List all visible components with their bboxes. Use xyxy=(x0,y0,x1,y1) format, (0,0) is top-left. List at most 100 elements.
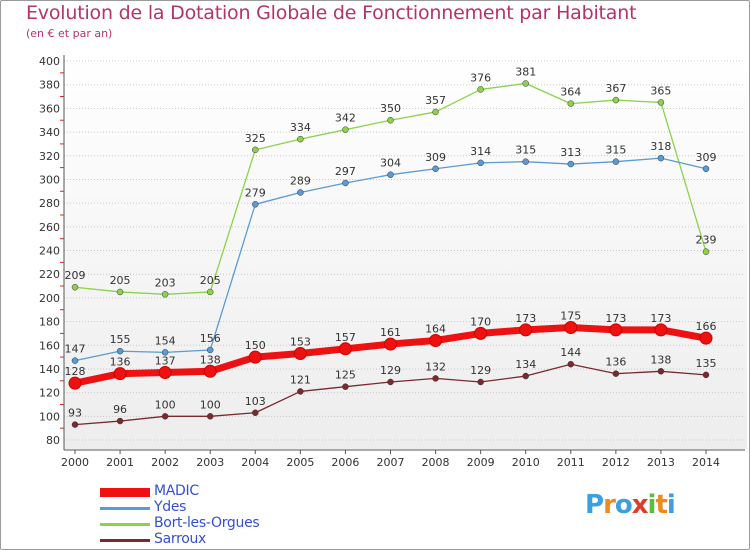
data-label: 289 xyxy=(290,174,311,187)
series-bort-les-orgues xyxy=(71,80,710,298)
y-tick-label: 220 xyxy=(39,268,60,281)
data-label: 304 xyxy=(380,157,401,170)
y-tick-label: 260 xyxy=(39,221,60,234)
chart-title: Evolution de la Dotation Globale de Fonc… xyxy=(26,2,637,24)
data-point xyxy=(387,171,394,178)
y-tick-label: 400 xyxy=(39,55,60,68)
data-label: 325 xyxy=(245,132,266,145)
x-tick-label: 2011 xyxy=(557,456,585,469)
data-point xyxy=(387,116,394,124)
data-label: 156 xyxy=(200,332,221,345)
x-tick-label: 2000 xyxy=(61,456,89,469)
legend-label: MADIC xyxy=(154,483,199,499)
x-tick-label: 2007 xyxy=(377,456,405,469)
data-point xyxy=(477,378,484,386)
data-label: 309 xyxy=(425,151,446,164)
data-point xyxy=(252,201,259,208)
data-point xyxy=(252,146,259,154)
data-point xyxy=(342,383,349,390)
data-label: 376 xyxy=(470,71,491,84)
data-label: 134 xyxy=(515,358,536,371)
data-point xyxy=(248,350,262,364)
x-tick-label: 2004 xyxy=(241,456,269,469)
data-label: 137 xyxy=(155,354,176,367)
legend-label: Bort-les-Orgues xyxy=(154,515,260,531)
data-point xyxy=(206,288,214,296)
logo-letter: o xyxy=(614,490,633,520)
data-point xyxy=(338,342,352,356)
data-label: 161 xyxy=(380,326,401,339)
x-tick-label: 2002 xyxy=(151,456,179,469)
data-point xyxy=(206,413,214,420)
data-label: 128 xyxy=(65,365,86,378)
x-tick-label: 2006 xyxy=(331,456,359,469)
x-tick-label: 2003 xyxy=(196,456,224,469)
data-label: 129 xyxy=(470,364,491,377)
legend-swatch xyxy=(100,523,150,526)
data-label: 138 xyxy=(200,353,221,366)
data-label: 150 xyxy=(245,339,266,352)
data-label: 342 xyxy=(335,112,356,125)
proxiti-logo: Proxiti xyxy=(585,490,676,520)
data-label: 205 xyxy=(110,274,131,287)
data-label: 297 xyxy=(335,165,356,178)
x-tick-label: 2014 xyxy=(692,456,720,469)
data-point xyxy=(519,323,533,337)
data-point xyxy=(297,189,304,196)
data-point xyxy=(567,360,575,368)
data-point xyxy=(203,364,217,378)
data-point xyxy=(113,367,127,381)
data-label: 173 xyxy=(650,312,671,325)
data-label: 136 xyxy=(605,356,626,369)
logo-letter: i xyxy=(647,490,657,520)
data-label: 334 xyxy=(290,121,311,134)
data-label: 144 xyxy=(560,346,581,359)
series-ydes xyxy=(71,154,710,364)
data-point xyxy=(567,160,575,168)
data-point xyxy=(702,165,710,173)
data-label: 175 xyxy=(560,309,581,322)
data-label: 205 xyxy=(200,274,221,287)
data-point xyxy=(612,370,620,377)
data-point xyxy=(116,417,124,425)
x-tick-label: 2005 xyxy=(286,456,314,469)
data-label: 209 xyxy=(65,269,86,282)
data-point xyxy=(654,323,668,337)
data-label: 173 xyxy=(605,312,626,325)
data-point xyxy=(158,365,172,379)
data-label: 365 xyxy=(650,84,671,97)
data-label: 173 xyxy=(515,312,536,325)
chart-subtitle: (en € et par an) xyxy=(26,27,113,40)
data-label: 350 xyxy=(380,102,401,115)
data-label: 279 xyxy=(245,186,266,199)
data-point xyxy=(68,376,82,390)
data-point xyxy=(522,158,529,165)
data-point xyxy=(342,179,349,187)
data-label: 367 xyxy=(605,82,626,95)
logo-letter: P xyxy=(585,490,604,520)
data-point xyxy=(657,154,665,162)
logo-letter: t xyxy=(655,490,667,520)
data-label: 153 xyxy=(290,336,311,349)
legend-swatch xyxy=(100,488,150,497)
series-madic xyxy=(68,320,713,390)
data-label: 164 xyxy=(425,323,446,336)
data-label: 103 xyxy=(245,395,266,408)
data-label: 357 xyxy=(425,94,446,107)
data-label: 239 xyxy=(696,234,717,247)
x-tick-label: 2010 xyxy=(512,456,540,469)
series-sarroux xyxy=(71,360,710,428)
data-point xyxy=(567,100,575,107)
data-point xyxy=(387,378,394,386)
logo-letter: i xyxy=(666,490,676,520)
data-point xyxy=(293,347,307,361)
data-point xyxy=(657,368,665,375)
data-label: 100 xyxy=(200,398,221,411)
y-tick-label: 120 xyxy=(39,387,60,400)
data-point xyxy=(384,337,397,351)
y-tick-label: 180 xyxy=(39,316,60,329)
data-point xyxy=(161,349,169,356)
y-tick-label: 320 xyxy=(39,150,60,163)
data-label: 135 xyxy=(696,357,717,370)
data-label: 203 xyxy=(155,276,176,289)
